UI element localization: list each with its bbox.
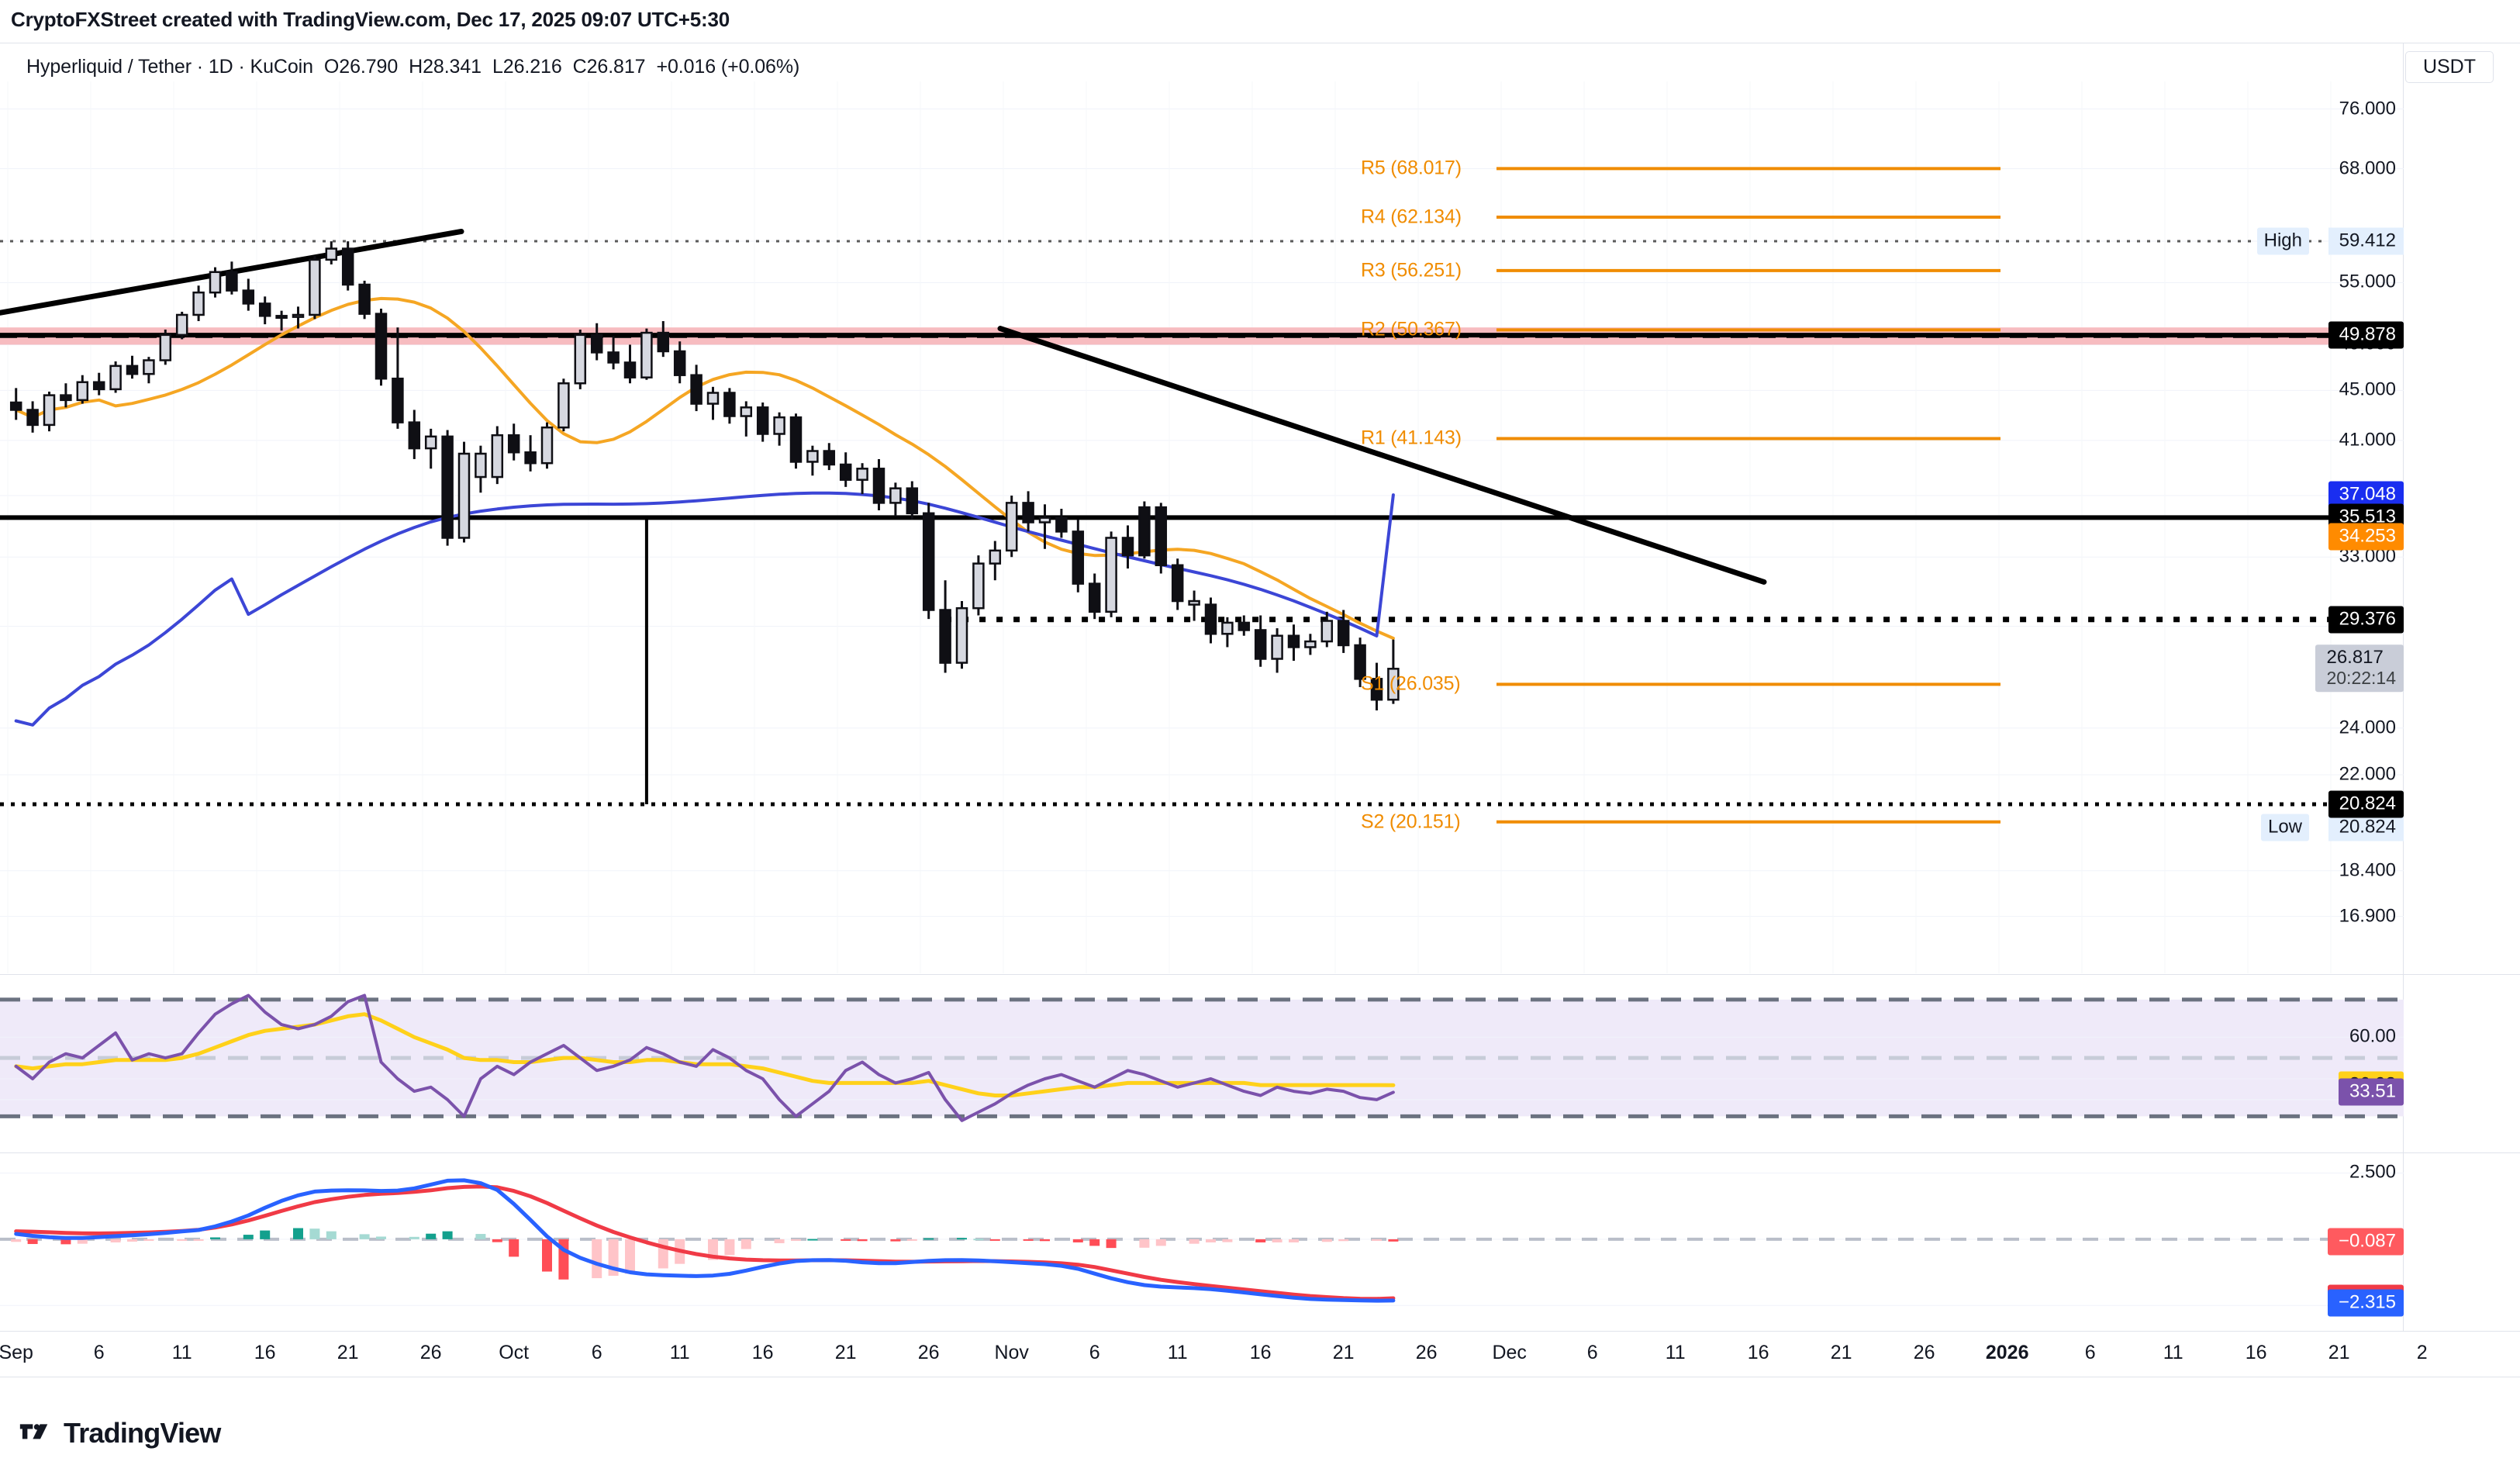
time-label-28: 21	[2328, 1342, 2350, 1363]
bar-countdown: 20:22:14	[2326, 667, 2396, 688]
pivot-label-s1: S1 (26.035)	[1361, 672, 1461, 695]
time-label-0: Sep	[0, 1342, 33, 1363]
ohlc-high: H28.341	[409, 56, 482, 78]
current-price-value: 26.817	[2326, 647, 2384, 669]
price-tick-68-000: 68.000	[2339, 157, 2396, 179]
time-label-16: 21	[1332, 1342, 1355, 1363]
pivot-label-r1: R1 (41.143)	[1361, 427, 1462, 449]
time-axis-top-rule	[0, 1331, 2520, 1332]
time-label-4: 21	[337, 1342, 359, 1363]
pivot-label-r2: R2 (50.367)	[1361, 318, 1462, 340]
tag-resistance-49878: 49.878	[2328, 321, 2404, 349]
time-label-23: 26	[1913, 1342, 1935, 1363]
tag-rangelow-20824: 20.824	[2328, 790, 2404, 818]
time-label-12: Nov	[994, 1342, 1029, 1363]
time-label-24: 2026	[1985, 1342, 2029, 1363]
price-high-label: High	[2256, 227, 2309, 255]
time-label-1: 6	[93, 1342, 105, 1363]
price-tick-41-000: 41.000	[2339, 429, 2396, 451]
rsi-tick-60: 60.00	[2349, 1025, 2396, 1047]
pivot-label-r5: R5 (68.017)	[1361, 157, 1462, 179]
time-label-6: Oct	[499, 1342, 530, 1363]
time-label-3: 16	[254, 1342, 276, 1363]
price-tick-55-000: 55.000	[2339, 271, 2396, 292]
ohlc-change: +0.016 (+0.06%)	[656, 56, 800, 78]
time-label-2: 11	[171, 1342, 192, 1363]
pane-separator-2	[0, 1152, 2520, 1153]
ohlc-open: O26.790	[323, 56, 399, 78]
macd-pane[interactable]	[0, 1157, 2404, 1329]
price-high-value: 59.412	[2328, 227, 2404, 255]
tag-dotted-29376: 29.376	[2328, 606, 2404, 634]
current-price-tag[interactable]: 26.817 20:22:14	[2315, 644, 2404, 693]
time-label-5: 26	[419, 1342, 442, 1363]
price-pane[interactable]	[0, 81, 2404, 973]
time-label-17: 26	[1415, 1342, 1438, 1363]
macd-tick-2500: 2.500	[2349, 1161, 2396, 1183]
time-label-10: 21	[834, 1342, 857, 1363]
time-label-15: 16	[1249, 1342, 1272, 1363]
tag-ma-blue-37048: 37.048	[2328, 481, 2404, 509]
ohlc-close: C26.817	[572, 56, 646, 78]
time-label-9: 16	[751, 1342, 774, 1363]
time-label-11: 26	[917, 1342, 940, 1363]
macd-plot	[0, 1172, 2404, 1306]
time-label-27: 16	[2245, 1342, 2267, 1363]
currency-badge[interactable]: USDT	[2404, 51, 2494, 83]
price-tick-16-900: 16.900	[2339, 905, 2396, 927]
rsi-pane[interactable]	[0, 979, 2404, 1145]
time-label-29: 2	[2416, 1342, 2428, 1363]
time-axis[interactable]: Sep 6 11 16 21 26 Oct 6 11 16 21 26 Nov 6 11 16 21 26 Dec 6…	[0, 1331, 2520, 1377]
price-tick-24-000: 24.000	[2339, 717, 2396, 738]
tradingview-wordmark: TradingView	[64, 1417, 221, 1449]
rsi-value: 33.51	[2338, 1078, 2404, 1106]
time-label-14: 11	[1167, 1342, 1188, 1363]
price-low-label: Low	[2260, 814, 2309, 841]
macd-macd-value: −2.315	[2327, 1289, 2404, 1317]
ohlc-low: L26.216	[492, 56, 562, 78]
footer-brand[interactable]: TradingView	[19, 1416, 221, 1450]
pivot-label-r4: R4 (62.134)	[1361, 206, 1462, 228]
chart-legend: Hyperliquid / Tether · 1D · KuCoin O26.79…	[26, 56, 810, 78]
symbol-title[interactable]: Hyperliquid / Tether · 1D · KuCoin	[26, 56, 313, 78]
price-tick-18-400: 18.400	[2339, 859, 2396, 881]
time-label-8: 11	[669, 1342, 690, 1363]
price-low-value: 20.824	[2328, 814, 2404, 841]
time-label-21: 16	[1747, 1342, 1769, 1363]
time-label-20: 11	[1665, 1342, 1686, 1363]
price-plot	[0, 81, 2404, 973]
time-label-19: 6	[1586, 1342, 1598, 1363]
macd-hist-value: −0.087	[2327, 1228, 2404, 1256]
price-tick-45-000: 45.000	[2339, 378, 2396, 400]
price-tick-22-000: 22.000	[2339, 763, 2396, 785]
attribution-text: CryptoFXStreet created with TradingView.…	[11, 8, 730, 31]
time-label-18: Dec	[1492, 1342, 1527, 1363]
pane-separator-1	[0, 974, 2520, 975]
price-tick-76-000: 76.000	[2339, 98, 2396, 119]
tradingview-logo-icon	[19, 1424, 48, 1439]
rsi-plot	[0, 993, 2404, 1122]
time-label-22: 21	[1830, 1342, 1852, 1363]
time-label-7: 6	[591, 1342, 602, 1363]
time-label-26: 11	[2163, 1342, 2183, 1363]
time-label-25: 6	[2084, 1342, 2096, 1363]
tag-ma-orange-34253: 34.253	[2328, 523, 2404, 551]
pivot-label-s2: S2 (20.151)	[1361, 810, 1461, 833]
pivot-label-r3: R3 (56.251)	[1361, 259, 1462, 282]
time-label-13: 6	[1089, 1342, 1100, 1363]
